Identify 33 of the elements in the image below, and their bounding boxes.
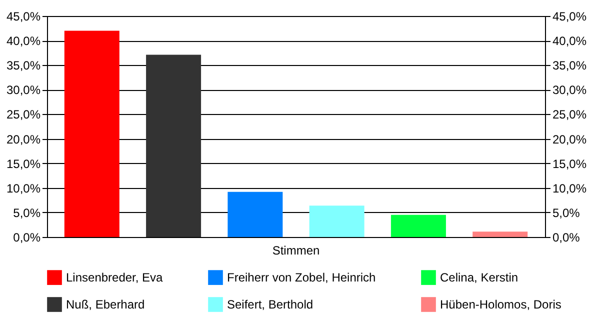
text: 0,0%	[552, 230, 580, 244]
y-tick-label: 15,0%	[6, 156, 41, 171]
bar	[309, 206, 364, 237]
text: 5,0%	[552, 206, 580, 220]
bar	[228, 192, 283, 237]
bar	[64, 30, 120, 237]
legend-label: Seifert, Berthold	[227, 298, 314, 312]
y-tick-label: 35,0%	[6, 58, 41, 73]
text: 20,0%	[552, 132, 587, 146]
text: 45,0%	[552, 10, 587, 24]
text: 30,0%	[552, 83, 587, 98]
legend-label: Hüben-Holomos, Doris	[440, 298, 562, 312]
y-tick-label: 5,0%	[13, 206, 41, 220]
bar	[390, 214, 446, 237]
y-tick-label: 30,0%	[6, 83, 41, 98]
x-tick-label: Stimmen	[272, 244, 320, 258]
text: 40,0%	[552, 34, 587, 48]
y-tick-label: 40,0%	[6, 34, 41, 48]
y-tick-label: 20,0%	[6, 132, 41, 146]
y-tick-label: 10,0%	[6, 181, 41, 196]
text: 15,0%	[552, 156, 587, 171]
legend-label: Celina, Kerstin	[440, 270, 518, 285]
y-tick-label: 25,0%	[6, 108, 41, 122]
bar	[472, 232, 528, 237]
text: 25,0%	[552, 108, 587, 122]
legend-label: Nuß, Eberhard	[66, 298, 145, 312]
legend-label: Freiherr von Zobel, Heinrich	[227, 270, 376, 285]
bar	[146, 54, 202, 237]
y-tick-label: 45,0%	[6, 10, 41, 24]
text: 35,0%	[552, 58, 587, 73]
legend-label: Linsenbreder, Eva	[66, 270, 164, 285]
y-tick-label: 0,0%	[13, 230, 41, 244]
text: 10,0%	[552, 181, 587, 196]
